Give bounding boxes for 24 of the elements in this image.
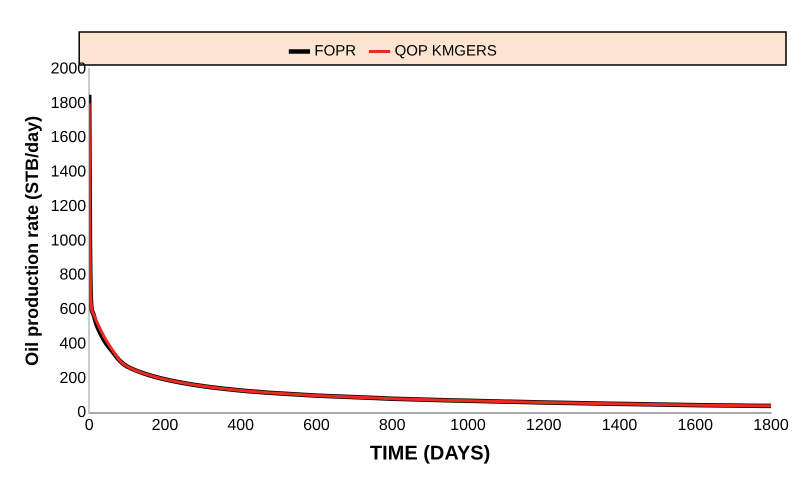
- y-tick-label: 200: [59, 370, 86, 387]
- x-axis-title: TIME (DAYS): [370, 442, 490, 465]
- x-tick-label: 1400: [602, 416, 638, 434]
- y-tick-label: 400: [59, 335, 86, 352]
- y-tick-label: 600: [59, 301, 86, 318]
- y-tick-label: 1800: [50, 94, 86, 112]
- y-tick-label: 800: [59, 266, 86, 284]
- y-tick-label: 1000: [50, 232, 86, 250]
- y-tick-label: 2000: [50, 60, 86, 78]
- legend-label: FOPR: [314, 42, 356, 60]
- x-tick-label: 200: [152, 416, 178, 434]
- x-tick-label: 1200: [526, 416, 562, 434]
- y-tick-label: 1200: [50, 198, 86, 215]
- y-axis-title: Oil production rate (STB/day): [22, 116, 42, 366]
- legend-label: QOP KMGERS: [394, 42, 497, 60]
- y-tick-label: 0: [77, 404, 86, 422]
- y-tick-label: 1600: [50, 129, 86, 146]
- x-tick-label: 800: [378, 416, 406, 434]
- x-tick-label: 1600: [677, 416, 714, 434]
- x-tick-label: 400: [227, 416, 254, 434]
- x-tick-label: 1000: [450, 416, 486, 434]
- x-tick-label: 600: [303, 416, 330, 434]
- x-tick-label: 1800: [753, 416, 789, 434]
- y-tick-label: 1400: [50, 164, 86, 181]
